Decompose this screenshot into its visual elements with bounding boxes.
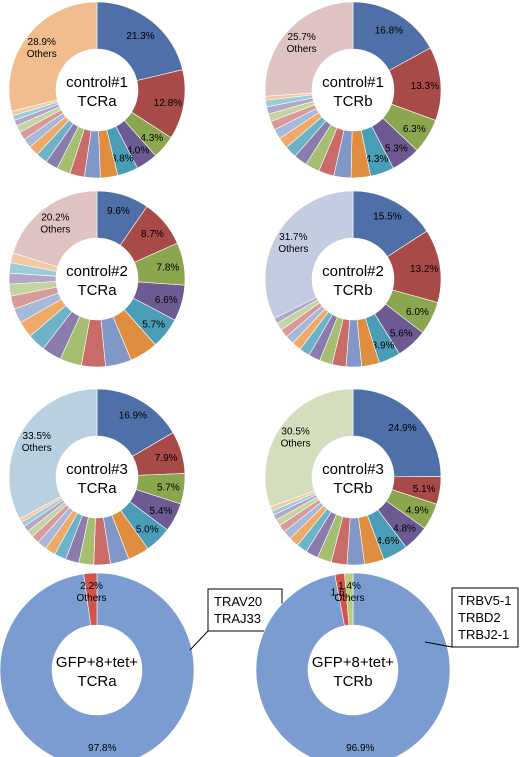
slice-label: 4.0%	[126, 145, 149, 156]
donut-slice	[12, 190, 98, 268]
donut-slice	[83, 572, 98, 626]
donut-slice	[264, 388, 354, 508]
slice-label: 6.6%	[155, 295, 178, 306]
slice-label: 1.4% Others	[335, 581, 365, 604]
slice-label: 5.4%	[150, 506, 173, 517]
donut-slice	[264, 190, 354, 319]
slice-label: 15.5%	[373, 212, 401, 223]
donut-slice	[255, 572, 451, 757]
slice-label: 97.8%	[88, 743, 116, 754]
slice-label: 3.8%	[111, 153, 134, 164]
donut-chart-5: 16.9% 7.9% 5.7% 5.4% 5.0% 33.5% Others control#…	[8, 388, 186, 566]
donut-center-label: control#3 TCRa	[66, 461, 128, 497]
callout-leader-line	[424, 641, 453, 648]
donut-center-label: GFP+8+tet+ TCRa	[56, 654, 138, 690]
donut-center-label: control#2 TCRa	[66, 263, 128, 299]
slice-label: 21.3%	[126, 31, 154, 42]
donut-slice	[96, 1, 183, 81]
slice-label: 7.8%	[157, 262, 180, 273]
slice-label: 1.6%	[331, 587, 354, 598]
slice-label: 5.7%	[157, 483, 180, 494]
slice-label: 31.7% Others	[278, 232, 308, 255]
slice-label: 3.9%	[372, 340, 395, 351]
callout-leader-line	[189, 630, 209, 651]
donut-slice	[352, 388, 442, 478]
callout-text: TRAJ33	[214, 611, 261, 626]
donut-center-label: control#1 TCRb	[322, 74, 384, 110]
slice-label: 6.3%	[403, 124, 426, 135]
callout-text: TRBD2	[458, 610, 501, 625]
slice-label: 33.5% Others	[22, 431, 52, 454]
callout-text: TRBJ2-1	[458, 627, 509, 642]
slice-label: 9.6%	[107, 206, 130, 217]
slice-label: 7.9%	[155, 453, 178, 464]
slice-label: 28.9% Others	[27, 37, 57, 60]
donut-slice	[344, 572, 354, 626]
callout-text: TRBV5-1	[458, 593, 511, 608]
slice-label: 16.8%	[375, 26, 403, 37]
slice-label: 4.9%	[406, 505, 429, 516]
slice-label: 16.9%	[119, 411, 147, 422]
slice-label: 5.1%	[413, 484, 436, 495]
slice-label: 5.3%	[385, 144, 408, 155]
donut-slice	[8, 388, 98, 520]
slice-label: 5.7%	[142, 319, 165, 330]
slice-label: 5.0%	[136, 525, 159, 536]
donut-center-label: control#1 TCRa	[66, 74, 128, 110]
slice-label: 20.2% Others	[40, 213, 70, 236]
slice-label: 5.6%	[390, 328, 413, 339]
slice-label: 2.2% Others	[77, 581, 107, 604]
donut-chart-4: 15.5% 13.2% 6.0% 5.6%3.9% 31.7% Others control…	[264, 190, 442, 368]
slice-label: 4.6%	[376, 536, 399, 547]
slice-label: 13.3%	[411, 81, 439, 92]
donut-chart-3: 9.6% 8.7% 7.8% 6.6% 5.7% 20.2% Others control#2…	[8, 190, 186, 368]
slice-label: 8.7%	[141, 229, 164, 240]
slice-label: 25.7% Others	[287, 32, 317, 55]
callout-text: TRAV20	[214, 594, 262, 609]
slice-label: 12.8%	[154, 98, 182, 109]
donut-chart-2: 16.8% 13.3% 6.3% 5.3%4.3% 25.7% Otherscontrol…	[264, 1, 442, 179]
callout-box	[451, 587, 519, 648]
donut-center-label: control#2 TCRb	[322, 263, 384, 299]
slice-label: 96.9%	[346, 743, 374, 754]
donut-center-label: GFP+8+tet+ TCRb	[312, 654, 394, 690]
slice-label: 6.0%	[406, 307, 429, 318]
donut-chart-8: 96.9% 1.6%1.4% Others GFP+8+tet+ TCRb TRBV5-1…	[255, 572, 519, 757]
slice-label: 13.2%	[410, 264, 438, 275]
slice-label: 30.5% Others	[281, 427, 311, 450]
donut-chart-7: 97.8% 2.2% Others GFP+8+tet+ TCRa TRAV20 TRAJ3…	[0, 572, 283, 757]
donut-slice	[264, 1, 354, 97]
donut-slice	[8, 1, 98, 112]
donut-chart-6: 24.9% 5.1% 4.9% 4.8% 4.6% 30.5% Others control#…	[264, 388, 442, 566]
donut-center-label: control#3 TCRb	[322, 461, 384, 497]
slice-label: 24.9%	[388, 423, 416, 434]
slice-label: 4.3%	[366, 154, 389, 165]
donut-chart-1: 21.3% 12.8% 4.3%4.0%3.8% 28.9% Others control…	[8, 1, 186, 179]
slice-label: 4.3%	[140, 133, 163, 144]
donut-slice	[0, 572, 195, 757]
slice-label: 4.8%	[393, 523, 416, 534]
